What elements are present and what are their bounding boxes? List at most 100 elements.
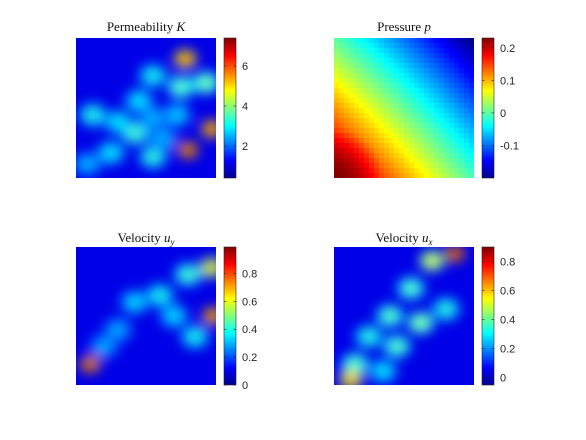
heatmap-cell	[344, 68, 350, 74]
heatmap-cell	[394, 138, 400, 144]
heatmap-cell	[369, 158, 375, 164]
heatmap-hotspot	[156, 132, 170, 145]
heatmap-cell	[414, 163, 420, 169]
heatmap-cell	[374, 168, 380, 174]
heatmap-cell	[394, 48, 400, 54]
heatmap-hotspot	[404, 282, 418, 294]
colorbar-tick-label: 0.1	[500, 75, 515, 87]
heatmap-cell	[384, 48, 390, 54]
heatmap-cell	[439, 168, 445, 174]
heatmap-cell	[464, 83, 470, 89]
heatmap-cell	[464, 63, 470, 69]
heatmap-cell	[419, 98, 425, 104]
heatmap-cell	[359, 123, 365, 129]
heatmap-cell	[364, 173, 370, 178]
heatmap-hotspot	[362, 330, 376, 343]
heatmap-cell	[349, 113, 355, 119]
heatmap-cell	[444, 158, 450, 164]
heatmap-cell	[434, 78, 440, 84]
heatmap-cell	[399, 163, 405, 169]
heatmap-cell	[349, 133, 355, 139]
heatmap-cell	[444, 168, 450, 174]
heatmap-cell	[339, 143, 345, 149]
heatmap-cell	[429, 143, 435, 149]
heatmap-cell	[419, 88, 425, 94]
heatmap-cell	[439, 48, 445, 54]
heatmap-cell	[434, 143, 440, 149]
heatmap-cell	[344, 158, 350, 164]
heatmap-cell	[464, 168, 470, 174]
heatmap-cell	[364, 148, 370, 154]
heatmap-cell	[414, 128, 420, 134]
heatmap-cell	[374, 98, 380, 104]
colorbar-frame	[223, 246, 237, 386]
title-velocity-uy: Velocity uy	[117, 230, 174, 247]
heatmap-cell	[459, 173, 465, 178]
heatmap-cell	[349, 63, 355, 69]
heatmap-cell	[424, 68, 430, 74]
heatmap-cell	[354, 168, 360, 174]
heatmap-cell	[394, 73, 400, 79]
heatmap-cell	[454, 38, 460, 44]
heatmap-cell	[384, 78, 390, 84]
heatmap-cell	[354, 93, 360, 99]
heatmap-cell	[379, 113, 385, 119]
heatmap-cell	[349, 168, 355, 174]
heatmap-cell	[364, 143, 370, 149]
colorbar-velocity-uy: 0 0.2 0.4 0.6 0.8	[223, 246, 257, 392]
heatmap-cell	[339, 153, 345, 159]
heatmap-cell	[429, 58, 435, 64]
heatmap-cell	[439, 38, 445, 44]
heatmap-cell	[404, 63, 410, 69]
heatmap-cell	[389, 173, 395, 178]
heatmap-cell	[359, 153, 365, 159]
heatmap-cell	[364, 138, 370, 144]
heatmap-cell	[349, 38, 355, 44]
heatmap-cell	[439, 153, 445, 159]
heatmap-cell	[344, 63, 350, 69]
heatmap-hotspot	[450, 249, 459, 258]
heatmap-cell	[469, 138, 474, 144]
heatmap-cell	[409, 158, 415, 164]
heatmap-cell	[434, 83, 440, 89]
colorbar-tick-label: 0.6	[500, 286, 515, 298]
heatmap-cell	[444, 43, 450, 49]
heatmap-cell	[389, 68, 395, 74]
heatmap-cell	[374, 58, 380, 64]
heatmap-cell	[419, 173, 425, 178]
heatmap-cell	[424, 113, 430, 119]
heatmap-cell	[394, 83, 400, 89]
heatmap-cell	[369, 133, 375, 139]
heatmap-cell	[364, 158, 370, 164]
heatmap-cell	[379, 118, 385, 124]
heatmap-cell	[389, 43, 395, 49]
heatmap-cell	[394, 128, 400, 134]
heatmap-cell	[384, 53, 390, 59]
heatmap-cell	[394, 63, 400, 69]
heatmap-cell	[384, 88, 390, 94]
heatmap-cell	[449, 108, 455, 114]
heatmap-cell	[349, 73, 355, 79]
heatmap-cell	[449, 123, 455, 129]
heatmap-cell	[384, 168, 390, 174]
heatmap-hotspot	[390, 340, 404, 352]
heatmap-cell	[374, 103, 380, 109]
heatmap-cell	[449, 118, 455, 124]
heatmap-cell	[454, 123, 460, 129]
heatmap-cell	[409, 133, 415, 139]
heatmap-cell	[459, 68, 465, 74]
heatmap-cell	[464, 133, 470, 139]
colorbar-gradient	[224, 247, 236, 385]
heatmap-cell	[449, 138, 455, 144]
heatmap-cell	[464, 108, 470, 114]
heatmap-cell	[349, 93, 355, 99]
heatmap-cell	[464, 103, 470, 109]
heatmap-hotspot	[167, 310, 181, 322]
heatmap-cell	[449, 148, 455, 154]
heatmap-cell	[409, 43, 415, 49]
heatmap-cell	[444, 163, 450, 169]
heatmap-cell	[439, 173, 445, 178]
heatmap-cell	[444, 173, 450, 178]
heatmap-cell	[454, 133, 460, 139]
heatmap-cell	[434, 108, 440, 114]
